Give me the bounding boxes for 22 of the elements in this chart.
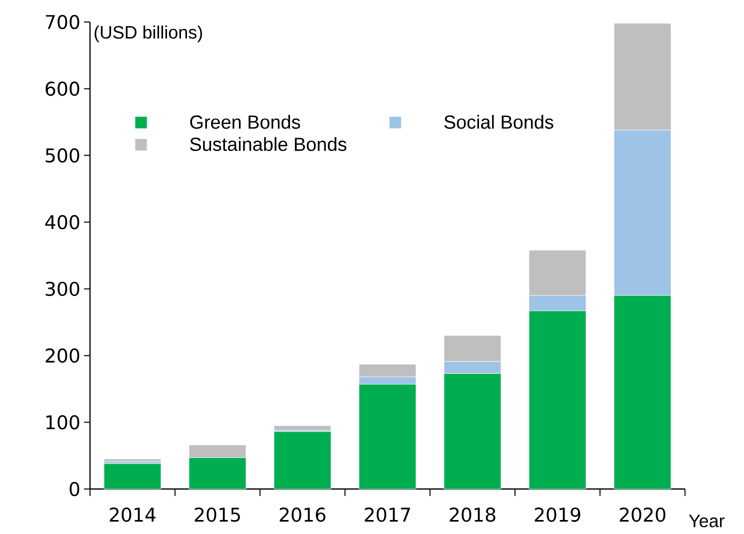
- x-tick-label: 2017: [364, 508, 410, 522]
- x-tick-label: 2018: [450, 508, 496, 522]
- y-tick-label: 500: [46, 148, 80, 163]
- y-tick-label: 700: [46, 14, 80, 30]
- x-tick-label: 2016: [280, 508, 326, 522]
- y-tick-label: 200: [46, 348, 80, 363]
- y-tick-label: 100: [46, 415, 80, 430]
- y-tick-label: 400: [45, 214, 80, 230]
- legend-label: Green Bonds: [190, 114, 300, 129]
- x-tick-label: 2014: [110, 508, 156, 522]
- legend-label: Social Bonds: [444, 114, 554, 129]
- y-axis-title: (USD billions): [94, 26, 202, 42]
- y-tick-label: 600: [46, 82, 80, 96]
- x-tick-label: 2020: [620, 508, 666, 522]
- x-tick-label: 2019: [534, 508, 580, 522]
- y-tick-label: 0: [70, 482, 80, 496]
- x-axis-title: Year: [688, 514, 724, 528]
- x-tick-label: 2015: [194, 508, 240, 522]
- legend-label: Sustainable Bonds: [190, 137, 346, 152]
- bar: [104, 458, 162, 462]
- y-tick-label: 300: [46, 282, 80, 296]
- bar: [104, 463, 162, 490]
